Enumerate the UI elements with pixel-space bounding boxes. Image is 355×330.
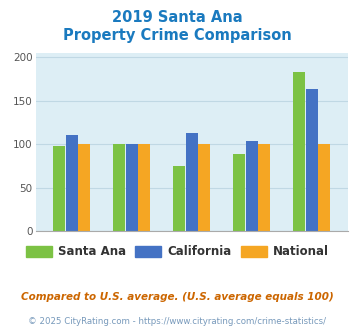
Text: © 2025 CityRating.com - https://www.cityrating.com/crime-statistics/: © 2025 CityRating.com - https://www.city… xyxy=(28,317,327,326)
Bar xyxy=(306,89,318,231)
Bar xyxy=(198,144,210,231)
Bar xyxy=(233,154,245,231)
Text: 2019 Santa Ana: 2019 Santa Ana xyxy=(112,10,243,25)
Bar xyxy=(138,144,150,231)
Bar xyxy=(258,144,271,231)
Bar xyxy=(113,144,125,231)
Text: Compared to U.S. average. (U.S. average equals 100): Compared to U.S. average. (U.S. average … xyxy=(21,292,334,302)
Bar xyxy=(126,144,138,231)
Text: Property Crime Comparison: Property Crime Comparison xyxy=(63,28,292,43)
Bar xyxy=(78,144,90,231)
Bar xyxy=(246,142,258,231)
Legend: Santa Ana, California, National: Santa Ana, California, National xyxy=(21,241,334,263)
Bar xyxy=(186,133,198,231)
Bar xyxy=(293,72,305,231)
Bar xyxy=(53,146,65,231)
Bar xyxy=(318,144,331,231)
Bar xyxy=(66,135,77,231)
Bar xyxy=(173,166,185,231)
